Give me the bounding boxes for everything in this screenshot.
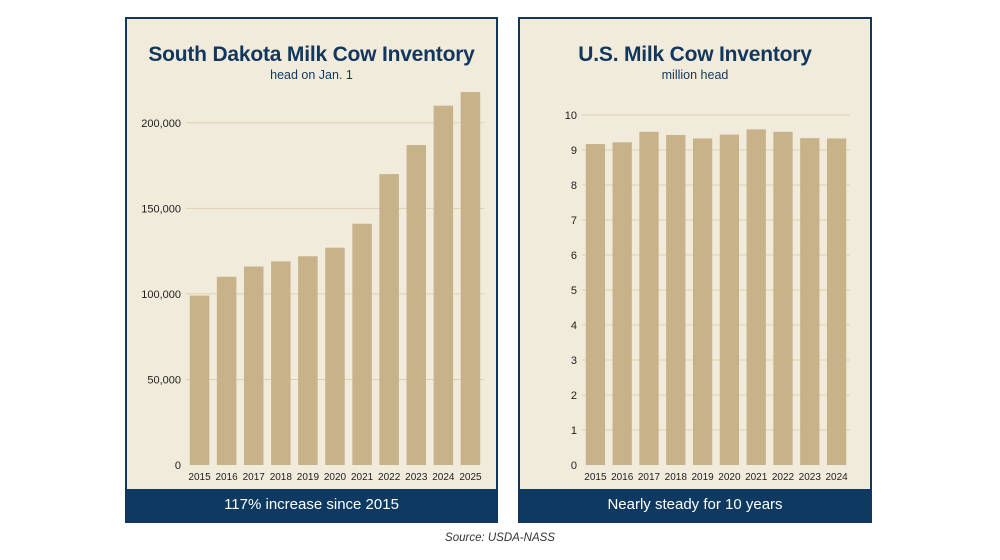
x-tick-label: 2022	[772, 472, 795, 483]
x-tick-label: 2017	[243, 472, 266, 483]
bar-2016	[216, 276, 237, 465]
bar-2017	[243, 266, 264, 465]
bar-2020	[325, 247, 345, 465]
x-tick-label: 2020	[324, 472, 347, 483]
bar-2016	[612, 142, 632, 466]
chart-panel-us: U.S. Milk Cow Inventory million head 0 1 2…	[518, 17, 872, 523]
bar-2019	[298, 256, 318, 465]
y-tick-label: 7	[571, 215, 577, 227]
y-tick-label: 200,000	[141, 118, 181, 130]
y-tick-label: 4	[571, 320, 577, 332]
y-tick-label: 5	[571, 285, 577, 297]
bar-2021	[352, 223, 372, 465]
x-tick-label: 2020	[718, 472, 741, 483]
x-tick-label: 2017	[638, 472, 661, 483]
x-tick-label: 2023	[405, 472, 428, 483]
x-tick-label: 2019	[691, 472, 714, 483]
bar-2018	[271, 261, 291, 465]
x-tick-label: 2015	[584, 472, 607, 483]
bar-2024	[826, 138, 847, 465]
chart-title: South Dakota Milk Cow Inventory	[148, 43, 475, 66]
bar-2015	[189, 295, 210, 465]
x-tick-label: 2025	[459, 472, 482, 483]
y-tick-label: 3	[571, 355, 577, 367]
x-tick-label: 2021	[351, 472, 374, 483]
y-tick-label: 50,000	[147, 374, 181, 386]
x-tick-label: 2024	[825, 472, 848, 483]
x-tick-label: 2016	[216, 472, 239, 483]
x-tick-label: 2018	[665, 472, 688, 483]
chart-footer-caption: Nearly steady for 10 years	[520, 489, 870, 521]
chart-panel-south-dakota: South Dakota Milk Cow Inventory head on …	[125, 17, 498, 523]
x-tick-label: 2022	[378, 472, 401, 483]
y-tick-label: 6	[571, 250, 577, 262]
bar-2017	[639, 131, 659, 466]
bar-2022	[773, 131, 793, 466]
y-tick-label: 0	[175, 460, 181, 472]
x-tick-label: 2018	[270, 472, 293, 483]
bar-chart-south-dakota: 0 50,000 100,000 150,000 200,000 2015 2016 2017…	[141, 91, 484, 483]
bar-2021	[746, 129, 766, 465]
x-tick-label: 2019	[297, 472, 320, 483]
bar-2024	[433, 105, 454, 466]
y-tick-label: 100,000	[141, 289, 181, 301]
y-tick-label: 8	[571, 180, 577, 192]
bar-2023	[406, 145, 427, 465]
y-tick-label: 2	[571, 390, 577, 402]
bar-2015	[585, 144, 606, 466]
chart-subtitle: million head	[661, 68, 729, 82]
chart-footer-caption: 117% increase since 2015	[127, 489, 496, 521]
x-tick-label: 2021	[745, 472, 768, 483]
bar-chart-us: 0 1 2 3 4 5 6 7 8 9 10 2015 2016 2017 2018 2019 2020 2021…	[565, 110, 850, 483]
x-tick-label: 2024	[432, 472, 455, 483]
y-tick-label: 1	[571, 425, 577, 437]
y-tick-label: 0	[571, 460, 577, 472]
bar-2025	[460, 91, 481, 465]
chart-title: U.S. Milk Cow Inventory	[578, 43, 812, 66]
x-tick-label: 2015	[188, 472, 211, 483]
source-note: Source: USDA-NASS	[445, 532, 555, 544]
bar-2019	[692, 138, 713, 465]
bar-2023	[800, 138, 820, 465]
y-tick-label: 9	[571, 145, 577, 157]
y-tick-label: 10	[565, 110, 577, 122]
chart-subtitle: head on Jan. 1	[270, 68, 353, 82]
bar-2022	[379, 174, 399, 465]
y-tick-label: 150,000	[141, 203, 181, 215]
bar-2018	[666, 134, 686, 465]
x-tick-label: 2016	[611, 472, 634, 483]
bar-2020	[719, 134, 740, 465]
x-tick-label: 2023	[799, 472, 822, 483]
